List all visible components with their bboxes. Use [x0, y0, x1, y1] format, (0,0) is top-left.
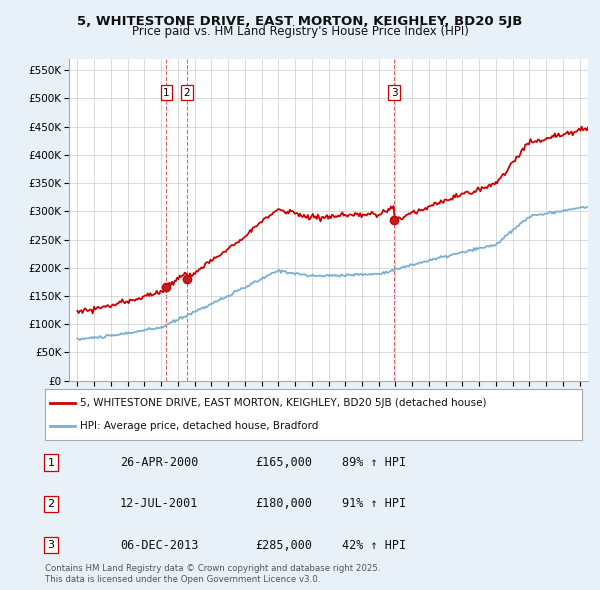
Text: 1: 1: [163, 88, 170, 98]
Text: 3: 3: [47, 540, 55, 550]
Text: £180,000: £180,000: [255, 497, 312, 510]
Text: Price paid vs. HM Land Registry's House Price Index (HPI): Price paid vs. HM Land Registry's House …: [131, 25, 469, 38]
Text: 26-APR-2000: 26-APR-2000: [120, 456, 199, 469]
Text: 89% ↑ HPI: 89% ↑ HPI: [342, 456, 406, 469]
Text: Contains HM Land Registry data © Crown copyright and database right 2025.: Contains HM Land Registry data © Crown c…: [45, 565, 380, 573]
Text: 91% ↑ HPI: 91% ↑ HPI: [342, 497, 406, 510]
Text: 12-JUL-2001: 12-JUL-2001: [120, 497, 199, 510]
Text: 1: 1: [47, 458, 55, 467]
Text: This data is licensed under the Open Government Licence v3.0.: This data is licensed under the Open Gov…: [45, 575, 320, 584]
Text: 2: 2: [184, 88, 190, 98]
Text: 2: 2: [47, 499, 55, 509]
Text: £165,000: £165,000: [255, 456, 312, 469]
Text: 42% ↑ HPI: 42% ↑ HPI: [342, 539, 406, 552]
Text: 5, WHITESTONE DRIVE, EAST MORTON, KEIGHLEY, BD20 5JB: 5, WHITESTONE DRIVE, EAST MORTON, KEIGHL…: [77, 15, 523, 28]
Text: £285,000: £285,000: [255, 539, 312, 552]
Text: 3: 3: [391, 88, 398, 98]
Text: 5, WHITESTONE DRIVE, EAST MORTON, KEIGHLEY, BD20 5JB (detached house): 5, WHITESTONE DRIVE, EAST MORTON, KEIGHL…: [80, 398, 487, 408]
Text: HPI: Average price, detached house, Bradford: HPI: Average price, detached house, Brad…: [80, 421, 318, 431]
Text: 06-DEC-2013: 06-DEC-2013: [120, 539, 199, 552]
